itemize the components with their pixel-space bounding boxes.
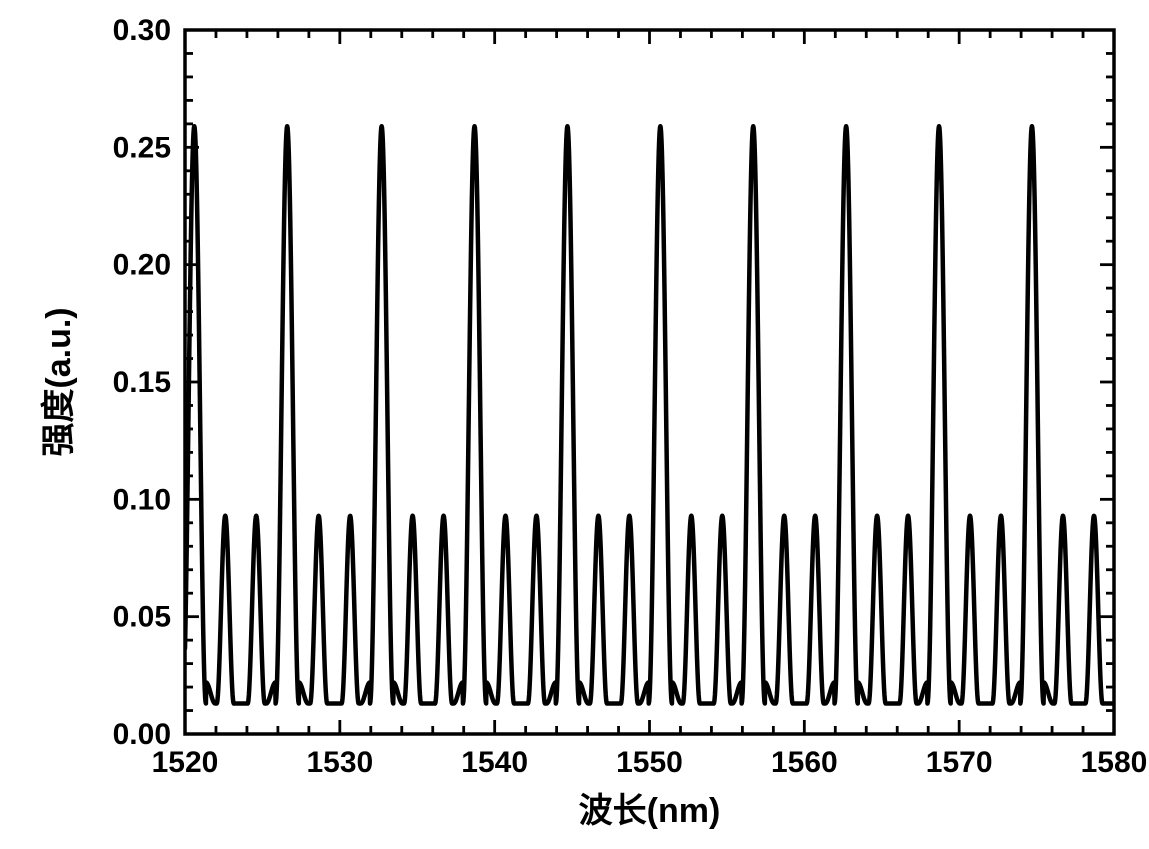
x-tick-label: 1570 — [926, 746, 993, 779]
x-tick-label: 1550 — [616, 746, 683, 779]
x-tick-label: 1560 — [771, 746, 838, 779]
y-tick-label: 0.05 — [113, 601, 171, 634]
chart-container: 15201530154015501560157015800.000.050.10… — [0, 0, 1149, 849]
y-tick-label: 0.30 — [113, 14, 171, 47]
x-axis-label: 波长(nm) — [579, 792, 721, 830]
spectrum-chart: 15201530154015501560157015800.000.050.10… — [0, 0, 1149, 849]
y-tick-label: 0.10 — [113, 483, 171, 516]
y-axis-label: 强度(a.u.) — [40, 307, 78, 456]
y-tick-label: 0.00 — [113, 718, 171, 751]
x-tick-label: 1540 — [461, 746, 528, 779]
x-tick-label: 1580 — [1081, 746, 1148, 779]
y-tick-label: 0.20 — [113, 249, 171, 282]
y-tick-label: 0.15 — [113, 366, 171, 399]
x-tick-label: 1530 — [306, 746, 373, 779]
y-tick-label: 0.25 — [113, 131, 171, 164]
